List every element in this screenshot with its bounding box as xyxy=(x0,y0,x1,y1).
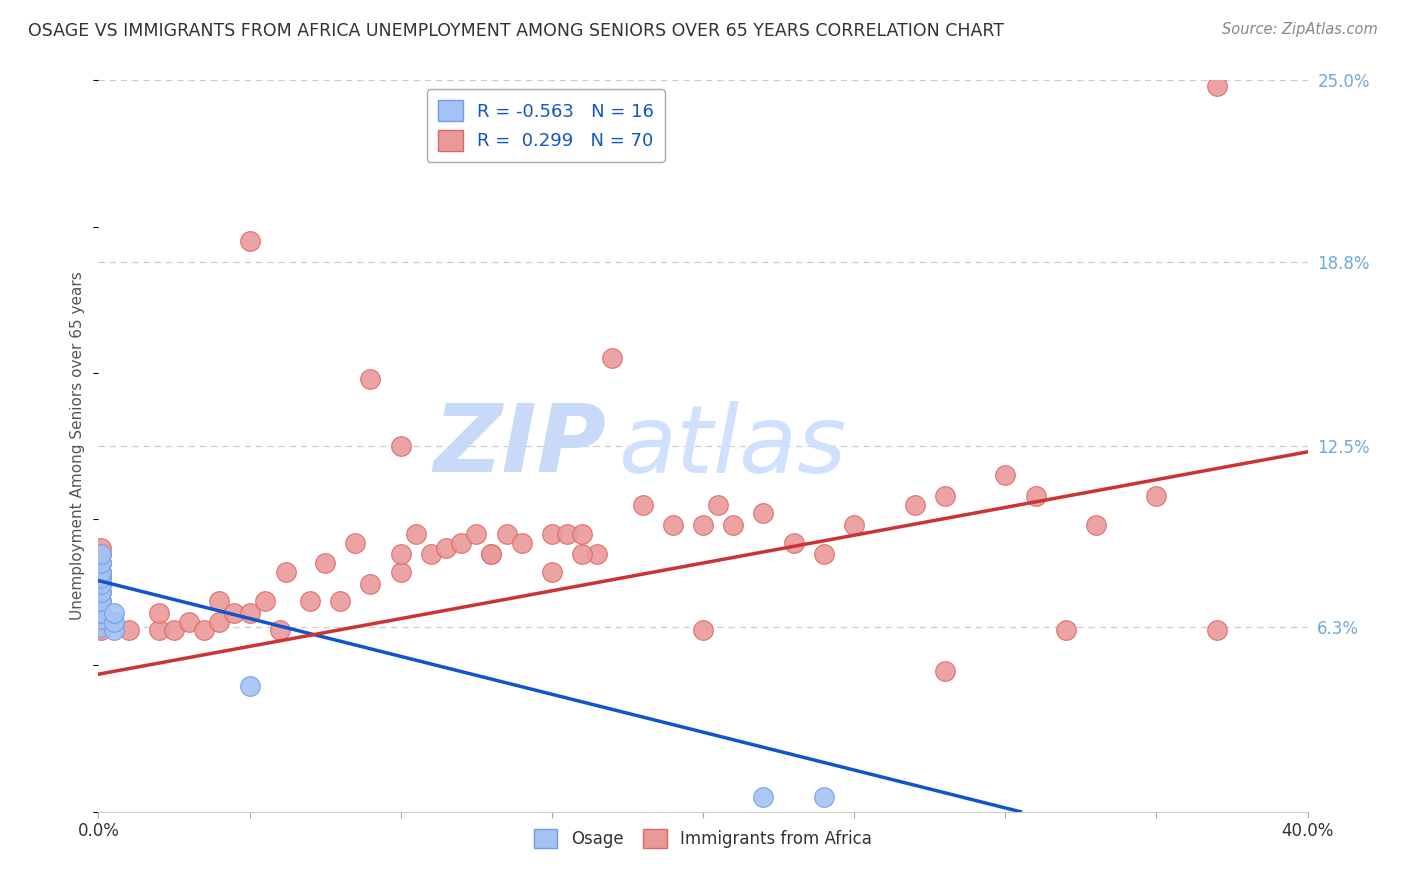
Point xyxy=(934,489,956,503)
Point xyxy=(90,565,112,579)
Point xyxy=(208,594,231,608)
Point xyxy=(90,565,112,579)
Point xyxy=(90,612,112,626)
Point xyxy=(481,547,503,561)
Point xyxy=(239,606,262,620)
Point xyxy=(723,518,745,533)
Point xyxy=(118,624,141,638)
Point xyxy=(360,372,382,386)
Point xyxy=(1054,624,1077,638)
Point xyxy=(90,606,112,620)
Point xyxy=(465,526,488,541)
Point xyxy=(90,576,112,591)
Point xyxy=(904,498,927,512)
Point xyxy=(90,576,112,591)
Point xyxy=(495,526,517,541)
Point xyxy=(90,547,112,561)
Point xyxy=(405,526,427,541)
Point xyxy=(103,624,125,638)
Text: ZIP: ZIP xyxy=(433,400,606,492)
Y-axis label: Unemployment Among Seniors over 65 years: Unemployment Among Seniors over 65 years xyxy=(70,272,86,620)
Point xyxy=(389,439,412,453)
Point xyxy=(481,547,503,561)
Point xyxy=(90,620,112,634)
Point xyxy=(148,624,170,638)
Point xyxy=(269,624,291,638)
Point xyxy=(90,571,112,585)
Point xyxy=(193,624,215,638)
Point xyxy=(994,468,1017,483)
Point xyxy=(90,594,112,608)
Text: OSAGE VS IMMIGRANTS FROM AFRICA UNEMPLOYMENT AMONG SENIORS OVER 65 YEARS CORRELA: OSAGE VS IMMIGRANTS FROM AFRICA UNEMPLOY… xyxy=(28,22,1004,40)
Point xyxy=(208,615,231,629)
Point xyxy=(90,594,112,608)
Point xyxy=(344,535,367,549)
Point xyxy=(1085,518,1108,533)
Point xyxy=(239,234,262,248)
Point xyxy=(707,498,730,512)
Point xyxy=(752,790,775,805)
Point xyxy=(434,541,457,556)
Point xyxy=(90,585,112,599)
Point xyxy=(540,565,562,579)
Point xyxy=(163,624,186,638)
Point xyxy=(844,518,866,533)
Point xyxy=(90,571,112,585)
Point xyxy=(179,615,201,629)
Point xyxy=(299,594,322,608)
Point xyxy=(571,526,593,541)
Point xyxy=(148,606,170,620)
Point xyxy=(571,547,593,561)
Point xyxy=(692,518,714,533)
Point xyxy=(329,594,352,608)
Point xyxy=(224,606,246,620)
Point xyxy=(90,612,112,626)
Text: Source: ZipAtlas.com: Source: ZipAtlas.com xyxy=(1222,22,1378,37)
Point xyxy=(661,518,683,533)
Point xyxy=(90,617,112,632)
Point xyxy=(1206,624,1229,638)
Point xyxy=(586,547,609,561)
Point xyxy=(752,506,775,520)
Point xyxy=(90,585,112,599)
Point xyxy=(389,565,412,579)
Point xyxy=(450,535,472,549)
Point xyxy=(103,606,125,620)
Point xyxy=(239,679,262,693)
Point xyxy=(90,556,112,570)
Point xyxy=(389,547,412,561)
Point xyxy=(934,665,956,679)
Point xyxy=(555,526,578,541)
Point xyxy=(510,535,533,549)
Point xyxy=(274,565,297,579)
Text: atlas: atlas xyxy=(619,401,846,491)
Point xyxy=(420,547,443,561)
Point xyxy=(90,556,112,570)
Legend: Osage, Immigrants from Africa: Osage, Immigrants from Africa xyxy=(527,822,879,855)
Point xyxy=(783,535,806,549)
Point xyxy=(540,526,562,541)
Point xyxy=(103,615,125,629)
Point xyxy=(360,576,382,591)
Point xyxy=(813,790,835,805)
Point xyxy=(1144,489,1167,503)
Point xyxy=(90,541,112,556)
Point xyxy=(1206,79,1229,94)
Point xyxy=(314,556,336,570)
Point xyxy=(1024,489,1046,503)
Point xyxy=(692,624,714,638)
Point xyxy=(813,547,835,561)
Point xyxy=(253,594,276,608)
Point xyxy=(631,498,654,512)
Point xyxy=(90,606,112,620)
Point xyxy=(602,351,624,366)
Point xyxy=(90,624,112,638)
Point xyxy=(90,547,112,561)
